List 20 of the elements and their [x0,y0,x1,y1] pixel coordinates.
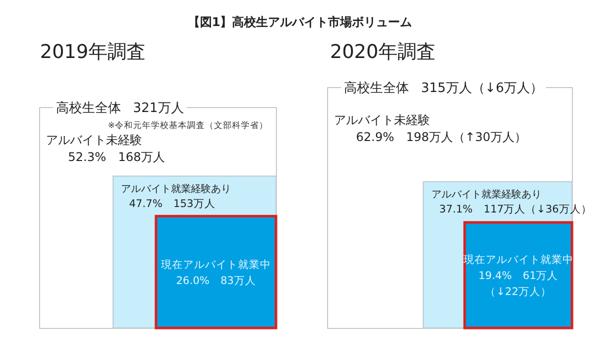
data-label: 315万人（↓6万人） [421,81,543,96]
text: 2020年調査 [330,41,436,63]
text: 2019年調査 [40,41,146,63]
text: （↓22万人） [485,286,552,298]
data-label: 19.4% 61万人 [478,270,558,282]
data-label: 47.7% 153万人 [129,198,216,210]
category-label: アルバイト就業経験あり [431,188,542,201]
text: ※令和元年学校基本調査（文部科学省） [108,120,268,131]
category-label: 高校生全体 [56,100,121,116]
category-label: 高校生全体 [344,80,409,96]
text: 【図1】高校生アルバイト市場ボリューム [188,15,412,29]
data-label: 26.0% 83万人 [176,275,256,288]
data-label: 62.9% 198万人（↑30万人） [356,130,526,144]
data-label: 37.1% 117万人（↓36万人） [439,204,592,216]
category-label: アルバイト就業経験あり [121,183,232,196]
category-label: アルバイト未経験 [46,133,142,147]
category-label: アルバイト未経験 [334,113,430,127]
data-label: 52.3% 168万人 [68,150,166,164]
category-label: 現在アルバイト就業中 [161,258,271,272]
data-label: 321万人 [133,101,184,116]
